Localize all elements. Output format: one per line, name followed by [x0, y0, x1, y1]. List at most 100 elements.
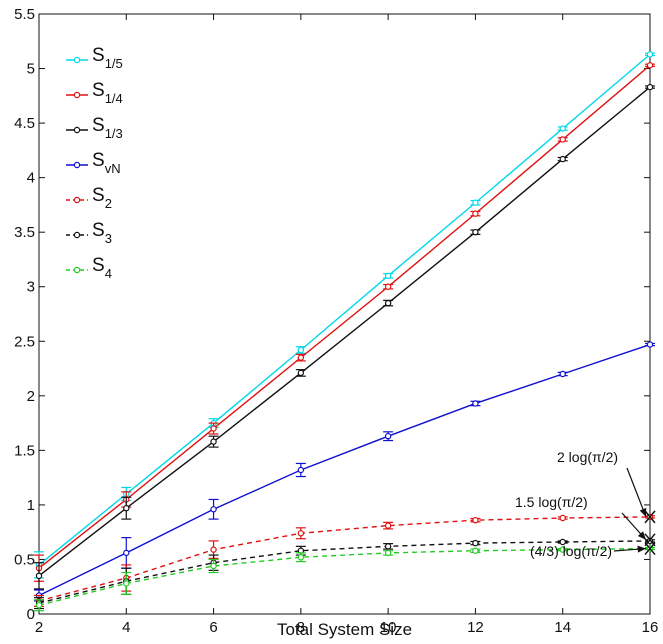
- data-point: [559, 514, 566, 522]
- plot-frame: [38, 13, 651, 615]
- x-tick-label: 16: [642, 619, 659, 636]
- data-point: [472, 547, 479, 554]
- series-line: [38, 86, 651, 577]
- series-line: [38, 64, 651, 569]
- legend-swatch-marker: [73, 161, 81, 169]
- data-point: [210, 546, 217, 553]
- legend-entry: SvN: [92, 150, 121, 176]
- x-tick-label: 12: [467, 619, 484, 636]
- legend-entry: S1/4: [92, 80, 123, 106]
- data-point: [559, 125, 566, 132]
- data-point: [210, 506, 217, 513]
- y-tick-label: 4: [27, 170, 35, 187]
- data-point: [384, 543, 392, 550]
- series-1-3: [34, 83, 655, 590]
- legend-swatch-marker: [73, 91, 81, 99]
- data-point: [384, 272, 392, 280]
- data-point: [472, 210, 479, 217]
- series-vN: [34, 341, 655, 602]
- x-tick-label: 14: [554, 619, 571, 636]
- data-point: [123, 549, 130, 557]
- data-point: [559, 370, 566, 378]
- data-point: [646, 341, 654, 348]
- legend-entry: S4: [92, 255, 112, 281]
- annotation-label: 1.5 log(π/2): [515, 494, 588, 510]
- data-point: [210, 425, 217, 432]
- legend-swatch-marker: [73, 56, 81, 64]
- legend-swatch-marker: [73, 126, 81, 134]
- data-point: [472, 539, 479, 547]
- annotation-arrow: [626, 467, 647, 518]
- legend-entry: S1/5: [92, 45, 123, 71]
- y-tick-label: 5: [27, 61, 35, 78]
- annotation-arrowhead: [637, 545, 646, 553]
- x-tick-label: 4: [122, 619, 130, 636]
- x-tick-label: 2: [35, 619, 43, 636]
- data-point: [559, 546, 566, 553]
- data-point: [123, 580, 130, 587]
- data-point: [559, 538, 566, 546]
- series-line: [38, 343, 651, 597]
- data-point: [297, 466, 305, 474]
- cross-marker: [644, 510, 656, 524]
- data-point: [297, 346, 305, 354]
- x-tick-label: 6: [209, 619, 217, 636]
- legend-swatch-marker: [73, 266, 81, 274]
- x-axis-label: Total System Size: [277, 620, 412, 639]
- annotation-label: (4/3) log(π/2): [530, 543, 612, 559]
- data-point: [35, 572, 43, 580]
- data-point: [646, 51, 654, 58]
- y-tick-label: 2.5: [14, 333, 35, 350]
- data-point: [384, 522, 392, 529]
- data-point: [123, 504, 130, 512]
- legend-entry: S3: [92, 220, 112, 246]
- series-2: [34, 513, 655, 607]
- data-point: [472, 199, 479, 206]
- cross-marker: [644, 542, 656, 556]
- y-tick-label: 3: [27, 279, 35, 296]
- annotation-label: 2 log(π/2): [557, 449, 618, 465]
- data-point: [472, 228, 479, 236]
- annotation-arrowhead: [639, 507, 647, 517]
- data-point: [559, 155, 566, 163]
- data-point: [297, 354, 305, 361]
- data-point: [210, 562, 217, 570]
- data-point: [384, 283, 392, 290]
- data-point: [559, 136, 566, 143]
- series-line: [38, 547, 651, 606]
- annotations: 2 log(π/2) 1.5 log(π/2) (4/3) log(π/2): [515, 449, 656, 559]
- y-tick-label: 4.5: [14, 115, 35, 132]
- y-tick-label: 0: [27, 606, 35, 623]
- series-1-4: [34, 62, 655, 582]
- y-tick-label: 0.5: [14, 551, 35, 568]
- y-tick-label: 2: [27, 388, 35, 405]
- legend-swatch-marker: [73, 231, 81, 239]
- annotation-arrowhead: [637, 531, 646, 540]
- legend: S1/5 S1/4 S1/3 SvN S2 S3 S4: [66, 45, 123, 281]
- data-point: [297, 554, 305, 561]
- data-point: [646, 83, 654, 91]
- legend-entry: S1/3: [92, 115, 123, 141]
- data-point: [384, 549, 392, 557]
- data-point: [646, 62, 654, 69]
- data-point: [472, 516, 479, 524]
- data-point: [384, 299, 392, 307]
- data-point: [210, 438, 217, 445]
- series-line: [38, 540, 651, 604]
- series-4: [34, 545, 655, 612]
- data-point: [297, 530, 305, 537]
- data-point: [472, 400, 479, 407]
- data-point: [297, 369, 305, 377]
- y-tick-label: 1.5: [14, 442, 35, 459]
- legend-swatch-marker: [73, 196, 81, 204]
- series-line: [38, 53, 651, 566]
- x-tick-label: 8: [297, 619, 305, 636]
- y-tick-label: 1: [27, 497, 35, 514]
- y-tick-label: 5.5: [14, 6, 35, 23]
- legend-entry: S2: [92, 185, 112, 211]
- y-tick-label: 3.5: [14, 224, 35, 241]
- x-tick-label: 10: [380, 619, 397, 636]
- data-point: [35, 602, 43, 609]
